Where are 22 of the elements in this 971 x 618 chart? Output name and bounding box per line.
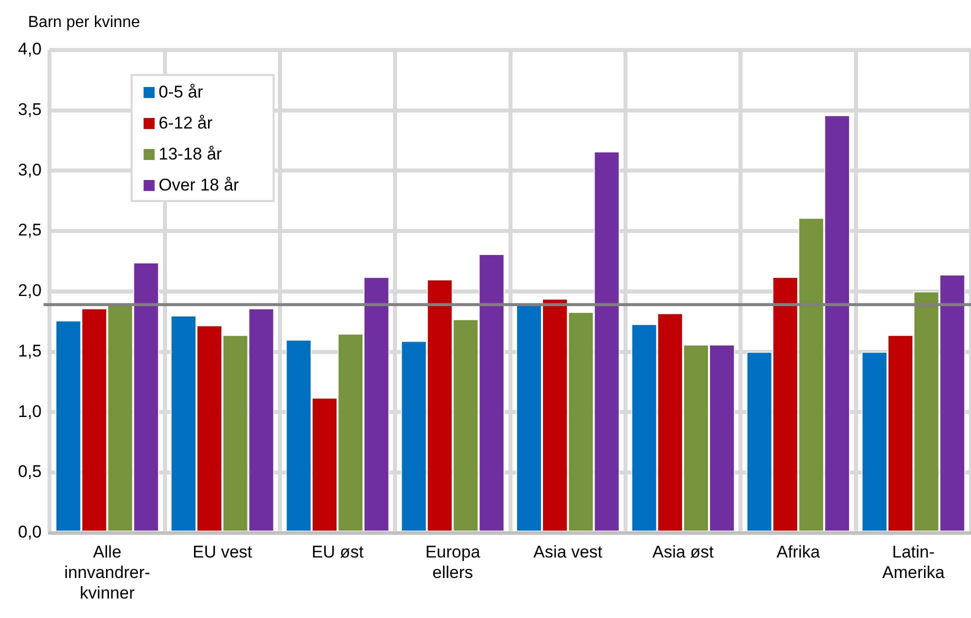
y-tick-label: 4,0	[18, 40, 42, 59]
x-tick-label: Europa ellers	[425, 542, 481, 582]
legend-label: Over 18 år	[158, 176, 240, 195]
y-tick-label: 3,0	[18, 160, 42, 180]
x-tick-label: Asia øst	[652, 542, 714, 562]
legend-label: 0-5 år	[158, 82, 204, 102]
x-tick-label: Afrika	[776, 542, 821, 562]
legend-label: 6-12 år	[158, 114, 213, 133]
legend-label: 13-18 år	[158, 144, 222, 164]
x-tick-label: Asia vest	[533, 542, 603, 562]
x-tick-label: Alle innvandrer- kvinner	[64, 542, 150, 602]
y-tick-label: 3,5	[18, 100, 42, 120]
y-tick-label: 0,5	[18, 462, 42, 482]
x-tick-label: Latin- Amerika	[882, 542, 946, 582]
y-tick-label: 2,0	[18, 281, 42, 300]
x-tick-label: EU vest	[192, 542, 252, 562]
x-tick-label: EU øst	[312, 542, 364, 562]
y-tick-label: 0,0	[18, 522, 42, 542]
y-axis-title: Barn per kvinne	[28, 14, 140, 31]
y-tick-label: 1,5	[18, 341, 42, 360]
y-tick-label: 2,5	[18, 220, 42, 240]
y-tick-label: 1,0	[18, 402, 42, 421]
